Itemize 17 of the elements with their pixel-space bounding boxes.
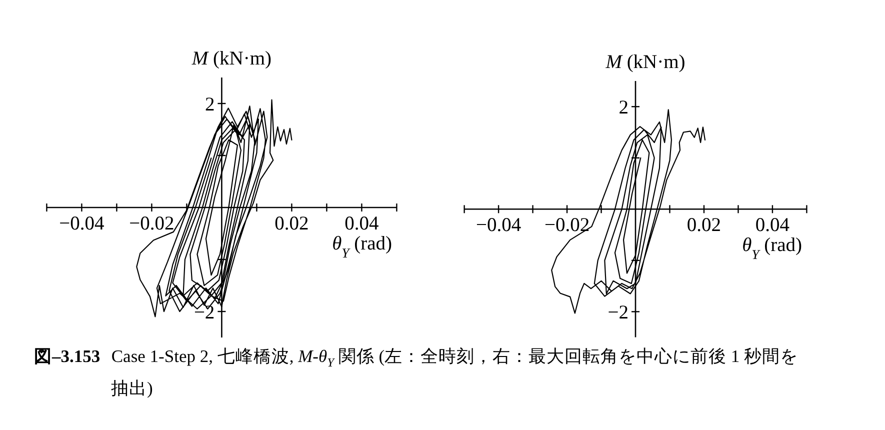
- x-tick-label: 0.02: [274, 214, 309, 234]
- annotation: 図–3.153 Case 1-Step 2, 七峰橋波, M-θ$_{Y}$ 関係 (左：全時刻，右：最大回転角を中心に前後 1 秒間を抽出): [34, 345, 800, 400]
- x-axis-title: θ$_{Y}$ (rad): [742, 235, 802, 262]
- y-tick-label: 2: [204, 94, 215, 116]
- y-tick-label: −2: [608, 302, 628, 324]
- x-tick-label: −0.02: [129, 214, 174, 234]
- y-tick-label: 2: [618, 98, 628, 119]
- x-tick-label: 0.02: [686, 215, 722, 236]
- x-tick-label: 0.04: [344, 214, 379, 234]
- x-axis-title: θ$_{Y}$ (rad): [332, 234, 392, 260]
- x-tick-label: −0.04: [59, 214, 104, 234]
- y-tick-label: −2: [194, 302, 215, 324]
- y-axis-title: M (kN·m): [192, 48, 272, 70]
- x-tick-label: 0.04: [755, 215, 790, 236]
- y-axis-title: M (kN·m): [606, 52, 686, 73]
- x-tick-label: −0.04: [476, 215, 522, 236]
- x-tick-label: −0.02: [544, 215, 590, 236]
